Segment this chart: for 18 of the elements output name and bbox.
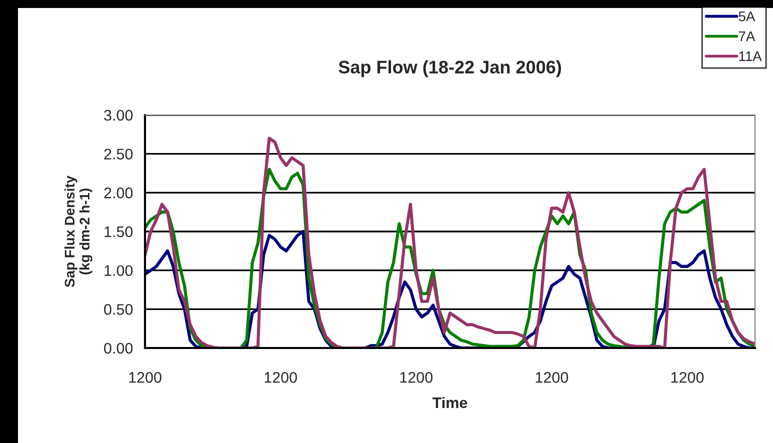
x-axis-title: Time (432, 396, 468, 408)
y-tick-label: 0.00 (104, 342, 133, 354)
x-tick-label: 1200 (400, 372, 433, 383)
y-tick-label: 1.00 (104, 265, 133, 276)
legend-label: 7A (738, 32, 756, 42)
y-tick-label: 1.50 (104, 226, 133, 238)
y-tick-label: 2.00 (104, 188, 133, 198)
x-tick-label: 1200 (129, 372, 162, 383)
y-tick-label: 0.50 (104, 304, 133, 315)
legend-label: 5A (738, 12, 756, 22)
y-tick-label: 3.00 (104, 110, 133, 121)
chart-title: Sap Flow (18-22 Jan 2006) (338, 60, 562, 78)
x-tick-label: 1200 (264, 372, 297, 383)
x-tick-label: 1200 (536, 372, 568, 383)
y-tick-label: 2.50 (104, 148, 133, 160)
y-axis-title: Sap Flux Density (kg dm-2 h-1) (64, 176, 92, 288)
legend-label: 11A (739, 51, 762, 61)
x-tick-label: 1200 (671, 372, 704, 383)
